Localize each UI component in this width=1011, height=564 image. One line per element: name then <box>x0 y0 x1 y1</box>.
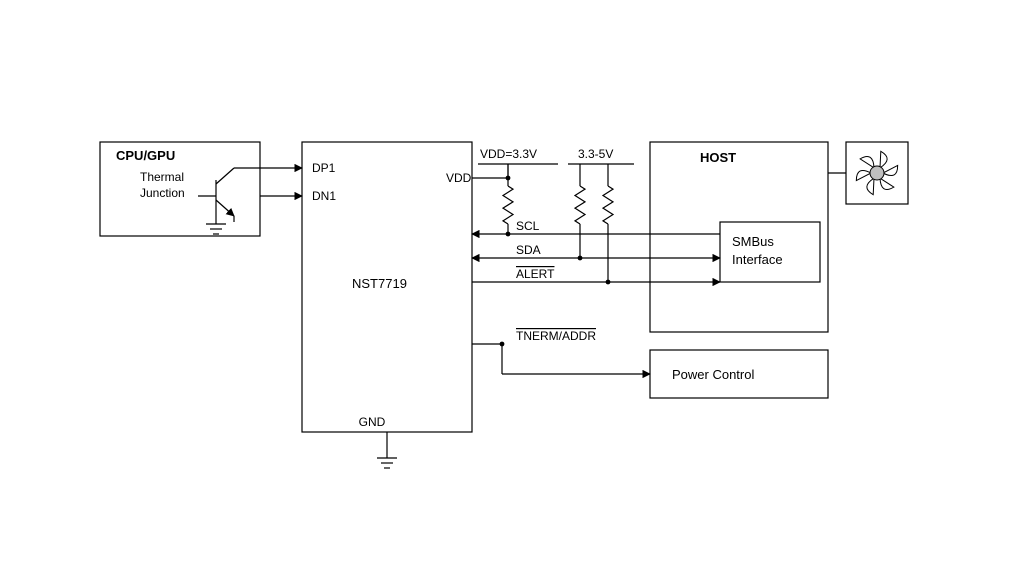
fan-blade <box>856 170 871 180</box>
pin-scl: SCL <box>516 219 540 233</box>
wire <box>216 168 234 184</box>
fan-blade <box>883 165 898 175</box>
resistor <box>503 186 513 224</box>
resistor <box>603 186 613 224</box>
rail-vdd-label: VDD=3.3V <box>480 147 537 161</box>
pin-sda: SDA <box>516 243 541 257</box>
chip-title: NST7719 <box>352 276 407 291</box>
pin-gnd: GND <box>359 415 386 429</box>
fan-blade <box>867 178 874 194</box>
pin-dp1: DP1 <box>312 161 336 175</box>
smbus-l1: SMBus <box>732 234 774 249</box>
fan-hub <box>870 166 884 180</box>
pin-dn1: DN1 <box>312 189 336 203</box>
host-title: HOST <box>700 150 736 165</box>
cpu-sub2: Junction <box>140 186 185 200</box>
smbus-l2: Interface <box>732 252 783 267</box>
wire <box>216 200 234 216</box>
fan-blade <box>860 157 874 168</box>
pin-vdd: VDD <box>446 171 472 185</box>
pin-alert: ALERT <box>516 267 555 281</box>
fan-blade <box>880 178 894 189</box>
cpu-title: CPU/GPU <box>116 148 175 163</box>
rail-335-label: 3.3-5V <box>578 147 613 161</box>
resistor <box>575 186 585 224</box>
fan-blade <box>880 151 887 167</box>
pin-therm: TNERM/ADDR <box>516 329 596 343</box>
cpu-sub1: Thermal <box>140 170 184 184</box>
power-control-label: Power Control <box>672 367 754 382</box>
